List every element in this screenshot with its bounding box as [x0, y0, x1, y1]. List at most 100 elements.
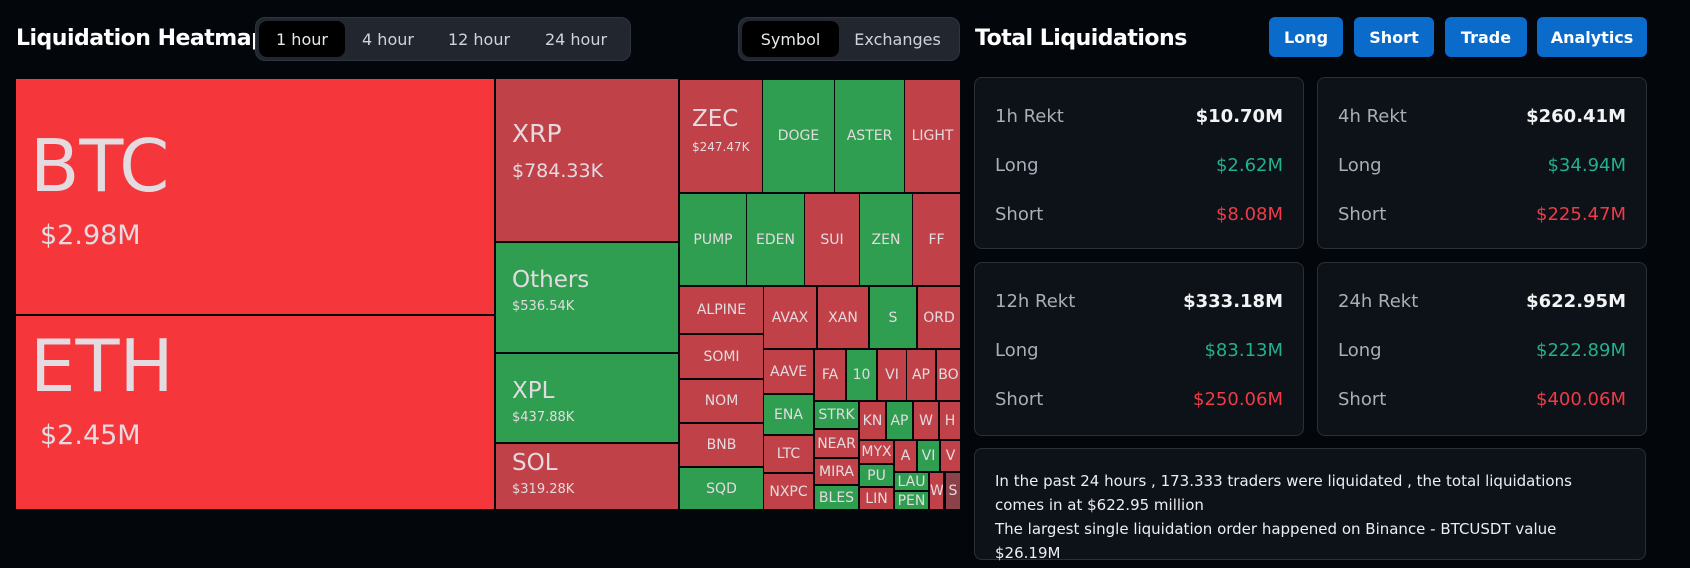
cell-symbol: S: [948, 483, 958, 499]
tab-4-hour[interactable]: 4 hour: [362, 29, 414, 49]
total-label: 12h Rekt: [995, 291, 1076, 312]
cell-value: $319.28K: [512, 482, 575, 497]
heatmap-cell-alpine[interactable]: ALPINE: [680, 287, 763, 333]
summary-line-2: The largest single liquidation order hap…: [995, 520, 1557, 562]
heatmap-cell-vi[interactable]: VI: [918, 441, 939, 471]
cell-symbol: AP: [890, 412, 909, 429]
heatmap-cell-lin[interactable]: LIN: [860, 488, 893, 509]
cell-value: $437.88K: [512, 410, 575, 425]
heatmap-cell-kn[interactable]: KN: [860, 402, 885, 439]
total-liquidations-title: Total Liquidations: [975, 26, 1187, 51]
total-value: $333.18M: [1183, 291, 1283, 312]
heatmap-cell-ap[interactable]: AP: [907, 350, 935, 400]
heatmap-cell-a[interactable]: A: [895, 441, 916, 471]
heatmap-cell-nom[interactable]: NOM: [680, 380, 763, 422]
heatmap-cell-others[interactable]: Others $536.54K: [496, 243, 678, 352]
cell-symbol: MIRA: [819, 463, 854, 480]
tab-1-hour[interactable]: 1 hour: [259, 21, 345, 57]
short-row: Short $250.06M: [995, 389, 1283, 410]
heatmap-cell-ff[interactable]: FF: [913, 194, 960, 285]
heatmap-cell-mira[interactable]: MIRA: [815, 459, 858, 484]
heatmap-cell-zen[interactable]: ZEN: [860, 194, 912, 285]
total-value: $260.41M: [1526, 106, 1626, 127]
tab-12-hour[interactable]: 12 hour: [447, 29, 511, 49]
heatmap-cell-sqd[interactable]: SQD: [680, 468, 763, 509]
heatmap-cell-doge[interactable]: DOGE: [763, 80, 834, 192]
heatmap-cell-zec[interactable]: ZEC $247.47K: [680, 80, 762, 192]
heatmap-cell-10[interactable]: 10: [847, 350, 876, 400]
heatmap-cell-aster[interactable]: ASTER: [835, 80, 904, 192]
heatmap-cell-s[interactable]: S: [946, 473, 960, 509]
heatmap-cell-aave[interactable]: AAVE: [764, 350, 813, 393]
heatmap-cell-ltc[interactable]: LTC: [764, 436, 813, 472]
heatmap-cell-sol[interactable]: SOL $319.28K: [496, 444, 678, 509]
rekt-card-12h: 12h Rekt $333.18M Long $83.13M Short $250.06M: [974, 262, 1304, 436]
cell-symbol: FF: [928, 231, 945, 248]
long-button[interactable]: Long: [1269, 17, 1343, 57]
heatmap-cell-pu[interactable]: PU: [860, 465, 893, 486]
trade-button[interactable]: Trade: [1445, 17, 1527, 57]
cell-symbol: ENA: [774, 406, 803, 423]
cell-value: $784.33K: [512, 160, 604, 182]
heatmap-cell-nxpc[interactable]: NXPC: [764, 474, 813, 509]
heatmap-cell-somi[interactable]: SOMI: [680, 335, 763, 378]
heatmap-cell-w[interactable]: W: [914, 402, 938, 439]
heatmap-cell-h[interactable]: H: [940, 402, 960, 439]
tab-symbol[interactable]: Symbol: [742, 21, 840, 57]
tab-24-hour[interactable]: 24 hour: [544, 29, 608, 49]
long-value: $222.89M: [1536, 340, 1626, 361]
long-row: Long $2.62M: [995, 155, 1283, 176]
heatmap-title: Liquidation Heatmap: [16, 26, 267, 51]
heatmap-cell-light[interactable]: LIGHT: [905, 80, 960, 192]
heatmap-cell-myx[interactable]: MYX: [860, 441, 893, 463]
time-range-tabs: 1 hour 4 hour 12 hour 24 hour: [255, 17, 631, 61]
heatmap-cell-v[interactable]: V: [941, 441, 960, 471]
heatmap-cell-ena[interactable]: ENA: [764, 395, 813, 434]
cell-symbol: XAN: [828, 309, 858, 326]
total-row: 4h Rekt $260.41M: [1338, 106, 1626, 127]
heatmap-cell-w[interactable]: W: [930, 473, 943, 509]
cell-symbol: ALPINE: [696, 302, 747, 318]
short-label: Short: [1338, 204, 1387, 225]
heatmap-cell-sui[interactable]: SUI: [805, 194, 859, 285]
heatmap-cell-vi[interactable]: VI: [878, 350, 906, 400]
heatmap-cell-pen[interactable]: PEN: [895, 492, 928, 509]
cell-symbol: VI: [921, 448, 936, 464]
tab-exchanges[interactable]: Exchanges: [854, 29, 941, 49]
heatmap-cell-eden[interactable]: EDEN: [747, 194, 804, 285]
heatmap-cell-fa[interactable]: FA: [815, 350, 845, 400]
heatmap-cell-pump[interactable]: PUMP: [680, 194, 746, 285]
heatmap-cell-xan[interactable]: XAN: [818, 287, 868, 348]
summary-line-1: In the past 24 hours , 173.333 traders w…: [995, 472, 1572, 514]
heatmap-cell-avax[interactable]: AVAX: [764, 287, 816, 348]
heatmap-cell-bles[interactable]: BLES: [815, 486, 858, 509]
heatmap-cell-lau[interactable]: LAU: [895, 473, 928, 490]
cell-symbol: AP: [911, 367, 931, 383]
long-row: Long $34.94M: [1338, 155, 1626, 176]
heatmap-cell-near[interactable]: NEAR: [815, 430, 858, 457]
heatmap-cell-ord[interactable]: ORD: [918, 287, 960, 348]
heatmap-cell-bo[interactable]: BO: [937, 350, 960, 400]
heatmap-cell-btc[interactable]: BTC $2.98M: [16, 79, 494, 314]
long-row: Long $222.89M: [1338, 340, 1626, 361]
heatmap-cell-xpl[interactable]: XPL $437.88K: [496, 354, 678, 442]
total-label: 1h Rekt: [995, 106, 1064, 127]
cell-value: $247.47K: [692, 140, 750, 154]
short-button[interactable]: Short: [1354, 17, 1434, 57]
cell-symbol: NOM: [704, 393, 739, 409]
short-value: $400.06M: [1536, 389, 1626, 410]
cell-symbol: ETH: [30, 324, 174, 408]
heatmap-cell-eth[interactable]: ETH $2.45M: [16, 316, 494, 509]
cell-symbol: EDEN: [756, 231, 795, 248]
heatmap-cell-bnb[interactable]: BNB: [680, 424, 763, 466]
total-row: 1h Rekt $10.70M: [995, 106, 1283, 127]
cell-symbol: V: [945, 448, 956, 464]
cell-symbol: SOL: [512, 450, 558, 476]
heatmap-cell-strk[interactable]: STRK: [815, 402, 858, 428]
cell-value: $2.98M: [40, 220, 141, 251]
analytics-button[interactable]: Analytics: [1537, 17, 1647, 57]
heatmap-cell-ap[interactable]: AP: [887, 402, 912, 439]
heatmap-cell-xrp[interactable]: XRP $784.33K: [496, 79, 678, 241]
total-value: $10.70M: [1195, 106, 1283, 127]
heatmap-cell-s[interactable]: S: [870, 287, 916, 348]
